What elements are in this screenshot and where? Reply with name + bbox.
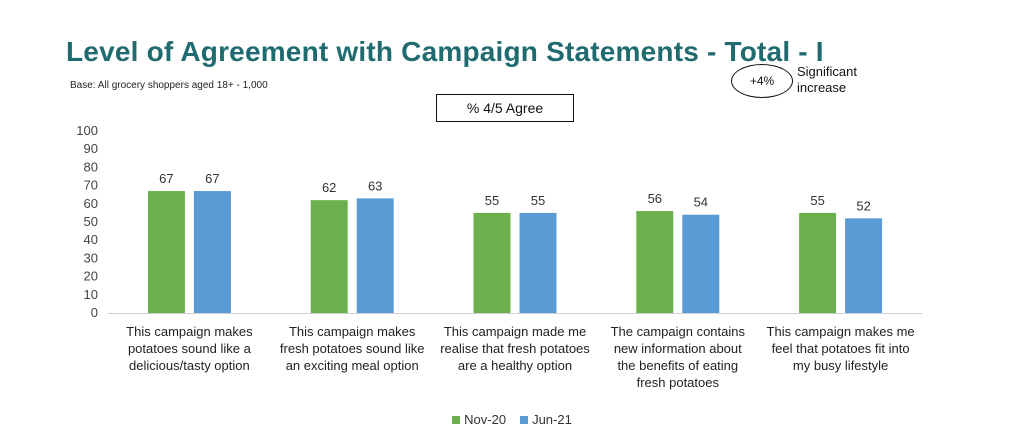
legend-label-series-0: Nov-20 — [464, 412, 507, 427]
data-label-2-series-1: 55 — [531, 193, 545, 208]
data-label-1-series-0: 62 — [322, 180, 336, 195]
legend-swatch-series-1 — [520, 415, 529, 424]
x-category-label-1: This campaign makes fresh potatoes sound … — [280, 324, 425, 373]
legend: Nov-20 Jun-21 — [0, 412, 1024, 427]
metric-label: % 4/5 Agree — [466, 100, 544, 116]
significance-value: +4% — [749, 74, 775, 88]
data-label-0-series-0: 67 — [159, 171, 173, 186]
chart-title: Level of Agreement with Campaign Stateme… — [66, 36, 824, 67]
legend-label-series-1: Jun-21 — [532, 412, 572, 427]
y-tick-label-2: 20 — [84, 269, 98, 284]
x-category-label-3: The campaign contains new information abo… — [611, 324, 746, 390]
y-tick-label-3: 30 — [84, 250, 98, 265]
data-label-0-series-1: 67 — [205, 171, 219, 186]
bar-1-series-1 — [356, 198, 394, 313]
significance-label: Significant increase — [797, 64, 857, 95]
significance-oval: +4% — [731, 64, 793, 98]
base-note: Base: All grocery shoppers aged 18+ - 1,… — [70, 80, 268, 91]
bar-3-series-1 — [682, 214, 720, 313]
y-tick-label-4: 40 — [84, 232, 98, 247]
bar-0-series-0 — [147, 191, 185, 313]
metric-box: % 4/5 Agree — [436, 94, 574, 122]
data-label-4-series-0: 55 — [810, 193, 824, 208]
y-tick-label-0: 0 — [91, 305, 98, 320]
bar-2-series-1 — [519, 212, 557, 313]
data-label-3-series-1: 54 — [694, 195, 708, 210]
x-category-label-2: This campaign made me realise that fresh … — [440, 324, 590, 373]
bar-3-series-0 — [636, 211, 674, 313]
data-label-1-series-1: 63 — [368, 178, 382, 193]
legend-item-series-1: Jun-21 — [520, 412, 572, 427]
data-label-4-series-1: 52 — [856, 198, 870, 213]
y-tick-label-6: 60 — [84, 196, 98, 211]
data-label-2-series-0: 55 — [485, 193, 499, 208]
y-tick-label-1: 10 — [84, 287, 98, 302]
bar-4-series-0 — [799, 212, 837, 313]
x-category-label-0: This campaign makes potatoes sound like a… — [126, 324, 253, 373]
y-tick-label-8: 80 — [84, 159, 98, 174]
legend-item-series-0: Nov-20 — [452, 412, 506, 427]
x-category-label-4: This campaign makes me feel that potatoes… — [767, 324, 915, 373]
y-tick-label-7: 70 — [84, 178, 98, 193]
data-label-3-series-0: 56 — [648, 191, 662, 206]
y-tick-label-9: 90 — [84, 141, 98, 156]
y-tick-label-10: 100 — [76, 123, 98, 138]
bar-0-series-1 — [193, 191, 231, 313]
bar-2-series-0 — [473, 212, 511, 313]
bar-4-series-1 — [845, 218, 883, 313]
y-tick-label-5: 50 — [84, 214, 98, 229]
bar-1-series-0 — [310, 200, 348, 313]
legend-swatch-series-0 — [452, 415, 461, 424]
